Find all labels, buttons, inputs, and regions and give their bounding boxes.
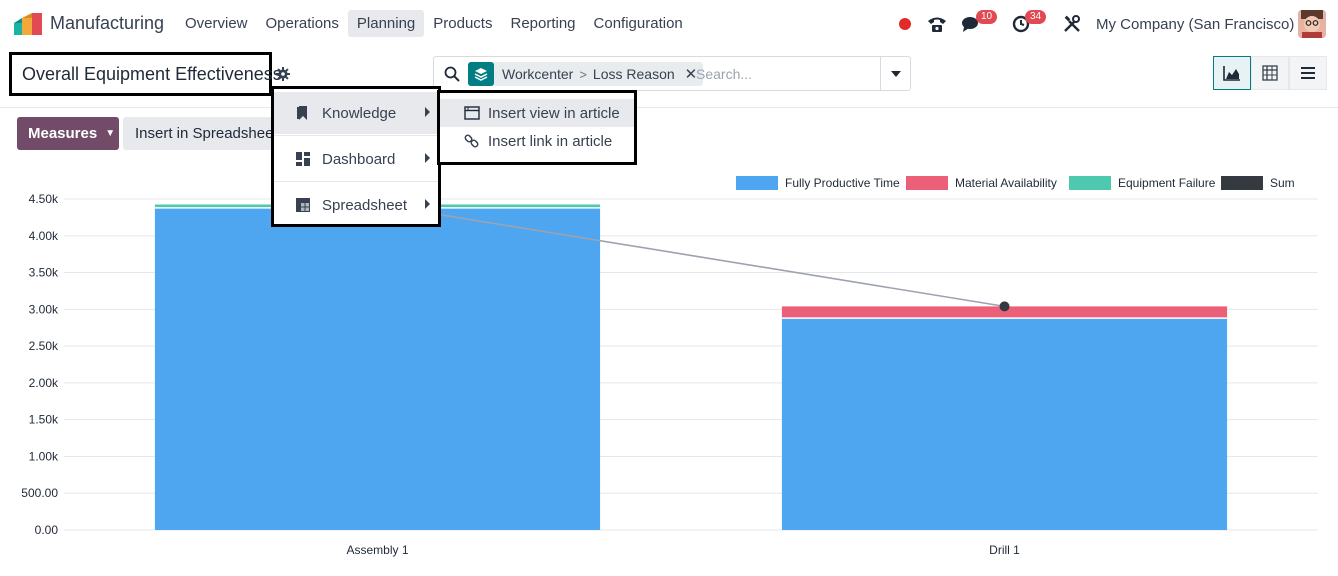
caret-down-icon [890,70,901,77]
y-tick-label: 4.50k [29,192,59,206]
y-tick-label: 3.50k [29,266,59,280]
main-menu: Overview Operations Planning Products Re… [176,10,692,37]
manufacturing-logo-icon[interactable] [14,13,42,35]
activities-clock-icon[interactable] [1006,9,1036,39]
insert-view-in-article[interactable]: Insert view in article [440,99,634,127]
company-switcher[interactable]: My Company (San Francisco) [1096,16,1295,33]
dashboard-icon [294,150,312,168]
search-icon[interactable] [444,66,460,82]
measures-button[interactable]: Measures ▼ [17,117,119,150]
insert-link-label: Insert link in article [488,132,613,150]
insert-in-spreadsheet-button[interactable]: Insert in Spreadsheet [123,117,273,150]
y-tick-label: 0.00 [35,523,59,537]
groupby-facet: Workcenter > Loss Reason ✕ [468,62,704,86]
pivot-table-icon [1262,65,1278,81]
y-tick-label: 4.00k [29,229,59,243]
legend-swatch [906,176,948,190]
pivot-view-button[interactable] [1251,56,1289,90]
menu-divider [274,181,438,182]
menu-item-dashboard-label: Dashboard [322,150,396,168]
legend-label: Material Availability [955,176,1057,190]
menu-overview[interactable]: Overview [185,15,248,32]
y-tick-label: 3.00k [29,302,59,316]
phone-icon[interactable] [922,9,952,39]
messages-icon[interactable] [956,9,986,39]
user-avatar[interactable] [1298,10,1326,38]
menu-planning[interactable]: Planning [347,10,425,37]
menu-item-spreadsheet-label: Spreadsheet [322,196,408,214]
sum-point [999,301,1010,312]
menu-operations[interactable]: Operations [265,15,339,32]
systray: 10 34 My Company (San Francisco) [890,9,1338,39]
search-options-toggle[interactable] [880,57,910,90]
list-icon [1301,67,1315,79]
oee-chart: 0.00 500.00 1.00k 1.50k 2.00k 2.50k 3.00k 3.50k… [21,176,1318,557]
view-switcher [1213,56,1327,90]
legend-swatch [1069,176,1111,190]
y-tick-label: 1.00k [29,449,59,463]
menu-item-knowledge-label: Knowledge [322,104,397,122]
area-chart-icon [1223,66,1240,81]
knowledge-submenu: Insert view in article Insert link in ar… [437,90,637,165]
search-input[interactable] [696,63,876,85]
measures-label: Measures [28,125,98,142]
bar-segment [154,207,601,530]
facet-separator: > [579,66,587,82]
menu-divider [274,135,438,136]
control-panel: Overall Equipment Effectiveness Workcent… [0,48,1338,108]
caret-down-icon: ▼ [105,128,116,139]
insert-in-spreadsheet-label: Insert in Spreadsheet [135,125,273,142]
messages-badge: 10 [976,10,998,24]
bar-segment [781,318,1228,530]
spreadsheet-icon [294,196,312,214]
activities-badge: 34 [1025,10,1047,24]
facet-field: Workcenter [502,66,574,82]
submenu-arrow-icon [425,107,430,117]
search-bar: Workcenter > Loss Reason ✕ [433,56,911,91]
legend-label: Sum [1270,176,1295,190]
list-view-button[interactable] [1289,56,1327,90]
link-icon [464,133,480,149]
tools-icon[interactable] [1057,9,1087,39]
breadcrumb: Overall Equipment Effectiveness [9,52,282,96]
insert-link-in-article[interactable]: Insert link in article [440,127,634,155]
submenu-arrow-icon [425,199,430,209]
record-dot-icon[interactable] [890,9,920,39]
window-icon [464,105,480,121]
menu-reporting[interactable]: Reporting [510,15,576,32]
x-tick-label: Drill 1 [989,543,1020,557]
legend-swatch [736,176,778,190]
menu-products[interactable]: Products [433,15,493,32]
y-tick-label: 500.00 [21,486,58,500]
insert-view-label: Insert view in article [488,104,620,122]
y-tick-label: 1.50k [29,413,59,427]
legend-label: Fully Productive Time [785,176,900,190]
legend-label: Equipment Failure [1118,176,1216,190]
menu-item-dashboard[interactable]: Dashboard [274,138,438,180]
y-tick-label: 2.00k [29,376,59,390]
legend-swatch [1221,176,1263,190]
app-name[interactable]: Manufacturing [50,13,165,33]
x-tick-label: Assembly 1 [346,543,408,557]
y-tick-label: 2.50k [29,339,59,353]
bar-segment [781,306,1228,319]
menu-item-spreadsheet[interactable]: Spreadsheet [274,184,438,226]
top-navbar: Manufacturing Overview Operations Planni… [0,0,1338,48]
bookmark-icon [294,104,312,122]
gear-icon[interactable] [276,67,290,81]
page-title: Overall Equipment Effectiveness [22,63,282,84]
menu-item-knowledge[interactable]: Knowledge [274,92,438,134]
graph-view-button[interactable] [1213,56,1251,90]
facet-value: Loss Reason [592,66,675,82]
submenu-arrow-icon [425,153,430,163]
menu-configuration[interactable]: Configuration [593,15,683,32]
sum-line [377,203,1005,308]
layers-icon [468,62,494,86]
gear-dropdown-menu: Knowledge Dashboard Spreadsheet [271,86,441,227]
remove-facet-icon[interactable]: ✕ [684,66,698,83]
